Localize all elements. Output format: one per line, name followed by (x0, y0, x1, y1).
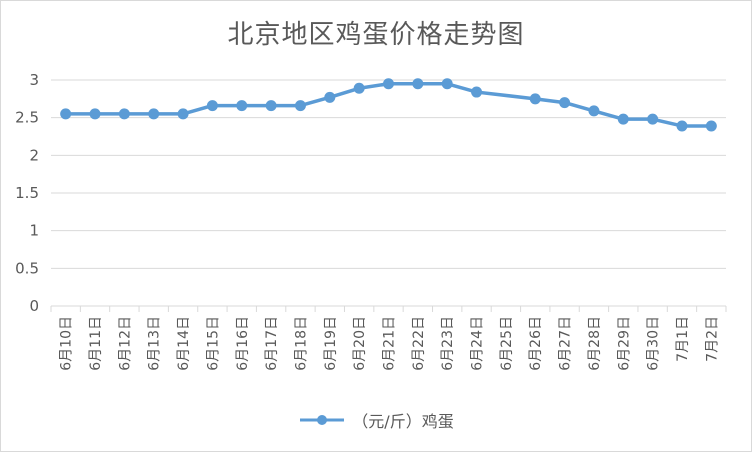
y-tick-label: 1.5 (15, 184, 39, 202)
x-tick-label: 6月24日 (470, 316, 486, 371)
x-tick-label: 6月22日 (411, 316, 427, 371)
data-point (559, 97, 571, 109)
data-point (705, 120, 717, 132)
data-point (265, 100, 277, 112)
x-tick-label: 7月2日 (704, 316, 720, 362)
x-tick-label: 6月11日 (88, 316, 104, 371)
y-tick-label: 1 (29, 222, 39, 240)
data-point (236, 100, 248, 112)
data-point (383, 78, 394, 90)
x-tick-label: 6月20日 (352, 316, 368, 371)
x-tick-label: 7月1日 (675, 316, 691, 362)
data-point (529, 93, 541, 105)
y-tick-label: 0 (29, 297, 39, 315)
x-tick-label: 6月29日 (616, 316, 632, 371)
x-tick-label: 6月19日 (323, 316, 339, 371)
data-point (441, 78, 453, 90)
data-point (617, 113, 629, 125)
x-tick-label: 6月12日 (117, 316, 133, 371)
data-point (412, 78, 424, 90)
x-tick-label: 6月17日 (264, 316, 280, 371)
x-tick-label: 6月18日 (293, 316, 309, 371)
data-point (588, 105, 600, 117)
x-tick-label: 6月27日 (558, 316, 574, 371)
x-tick-label: 6月23日 (440, 316, 456, 371)
data-point (206, 100, 218, 112)
data-point (89, 108, 101, 120)
x-tick-label: 6月15日 (205, 316, 221, 371)
x-tick-label: 6月16日 (235, 316, 251, 371)
data-point (471, 86, 483, 98)
data-point (353, 82, 365, 94)
y-tick-label: 0.5 (15, 259, 39, 277)
x-tick-label: 6月25日 (499, 316, 515, 371)
series-line (63, 82, 714, 128)
data-point (60, 108, 72, 120)
y-tick-label: 2.5 (15, 109, 39, 127)
x-tick-label: 6月28日 (587, 316, 603, 371)
data-point (676, 120, 688, 132)
data-point (324, 91, 336, 103)
x-tick-label: 6月26日 (528, 316, 544, 371)
data-point (294, 100, 306, 112)
y-tick-label: 3 (29, 71, 39, 89)
chart-title: 北京地区鸡蛋价格走势图 (227, 20, 525, 50)
x-tick-label: 6月14日 (176, 316, 192, 371)
x-tick-label: 6月21日 (382, 316, 398, 371)
data-point (647, 113, 659, 125)
data-point (177, 108, 189, 120)
data-point (148, 108, 160, 120)
legend: （元/斤）鸡蛋 (0, 408, 752, 432)
x-tick-label: 6月30日 (646, 316, 662, 371)
x-tick-label: 6月13日 (147, 316, 163, 371)
x-tick-label: 6月10日 (59, 316, 75, 371)
y-tick-label: 2 (29, 146, 39, 164)
legend-label: （元/斤）鸡蛋 (352, 412, 454, 431)
legend-marker-icon (300, 415, 345, 425)
data-point (118, 108, 130, 120)
